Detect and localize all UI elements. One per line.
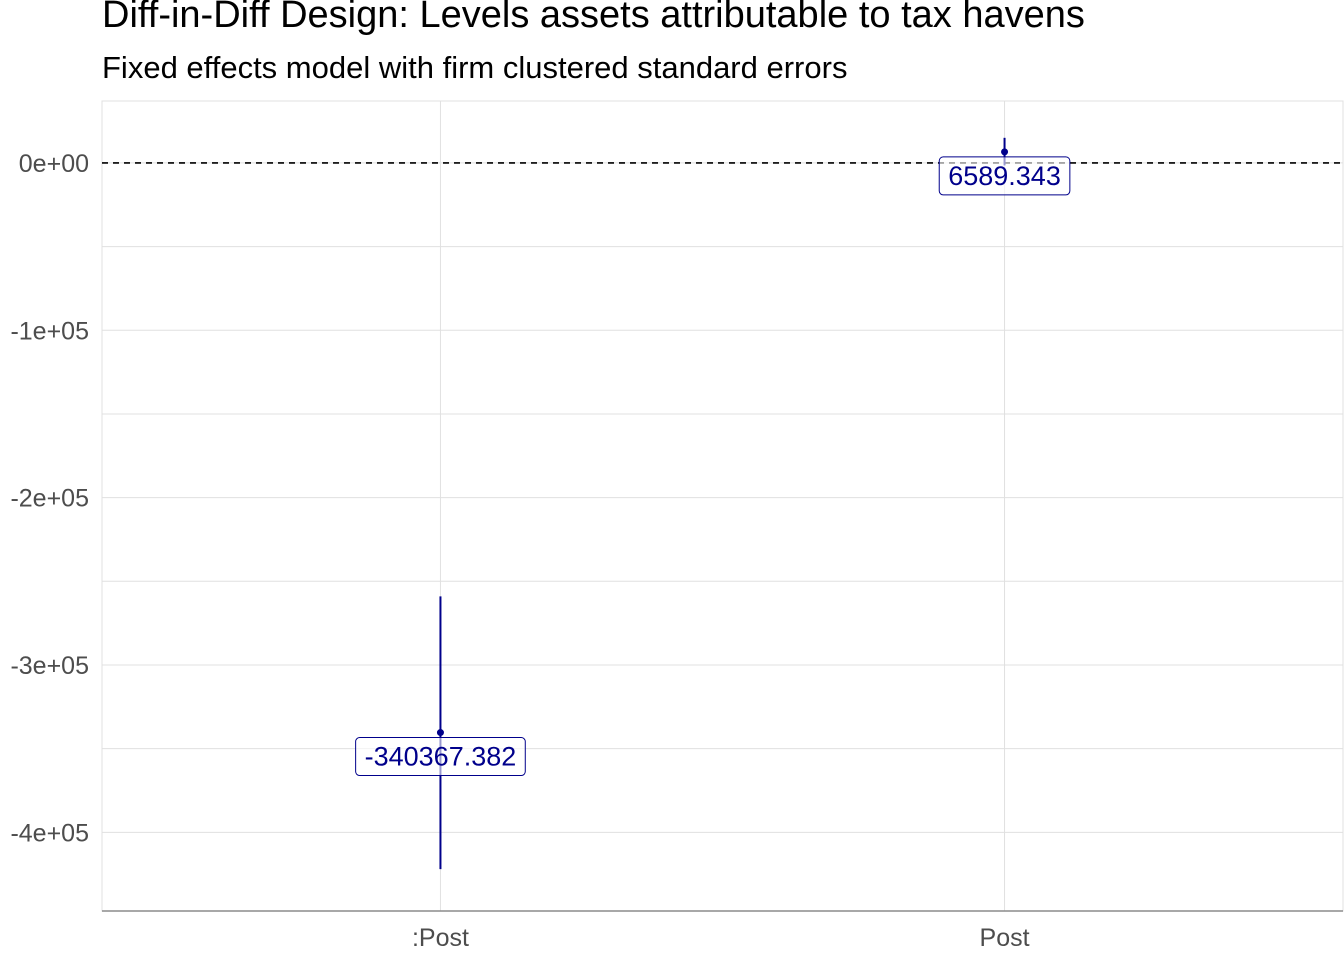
x-tick-label: Post	[980, 924, 1030, 952]
y-axis-ticks: 0e+00 -1e+05 -2e+05 -3e+05 -4e+05	[10, 150, 89, 847]
estimate-label-box	[938, 156, 1071, 196]
y-tick-label: -2e+05	[10, 485, 89, 513]
estimate-label: -340367.382	[365, 742, 517, 772]
estimate-label: 6589.343	[948, 161, 1061, 191]
chart-subtitle: Fixed effects model with firm clustered …	[102, 50, 848, 85]
x-tick-label: :Post	[412, 924, 469, 952]
y-tick-label: -4e+05	[10, 819, 89, 847]
point-estimate	[436, 729, 444, 737]
x-axis-ticks: :Post Post	[412, 924, 1030, 952]
panel-border	[101, 100, 1344, 912]
y-tick-label: -3e+05	[10, 652, 89, 680]
chart-title: Diff-in-Diff Design: Levels assets attri…	[102, 0, 1085, 36]
data-marks: -340367.382 6589.343	[355, 137, 1071, 870]
y-tick-label: -1e+05	[10, 317, 89, 345]
gridlines	[101, 100, 1344, 912]
y-tick-label: 0e+00	[19, 150, 89, 178]
estimate-label-box	[355, 737, 526, 777]
point-estimate	[1001, 148, 1009, 156]
